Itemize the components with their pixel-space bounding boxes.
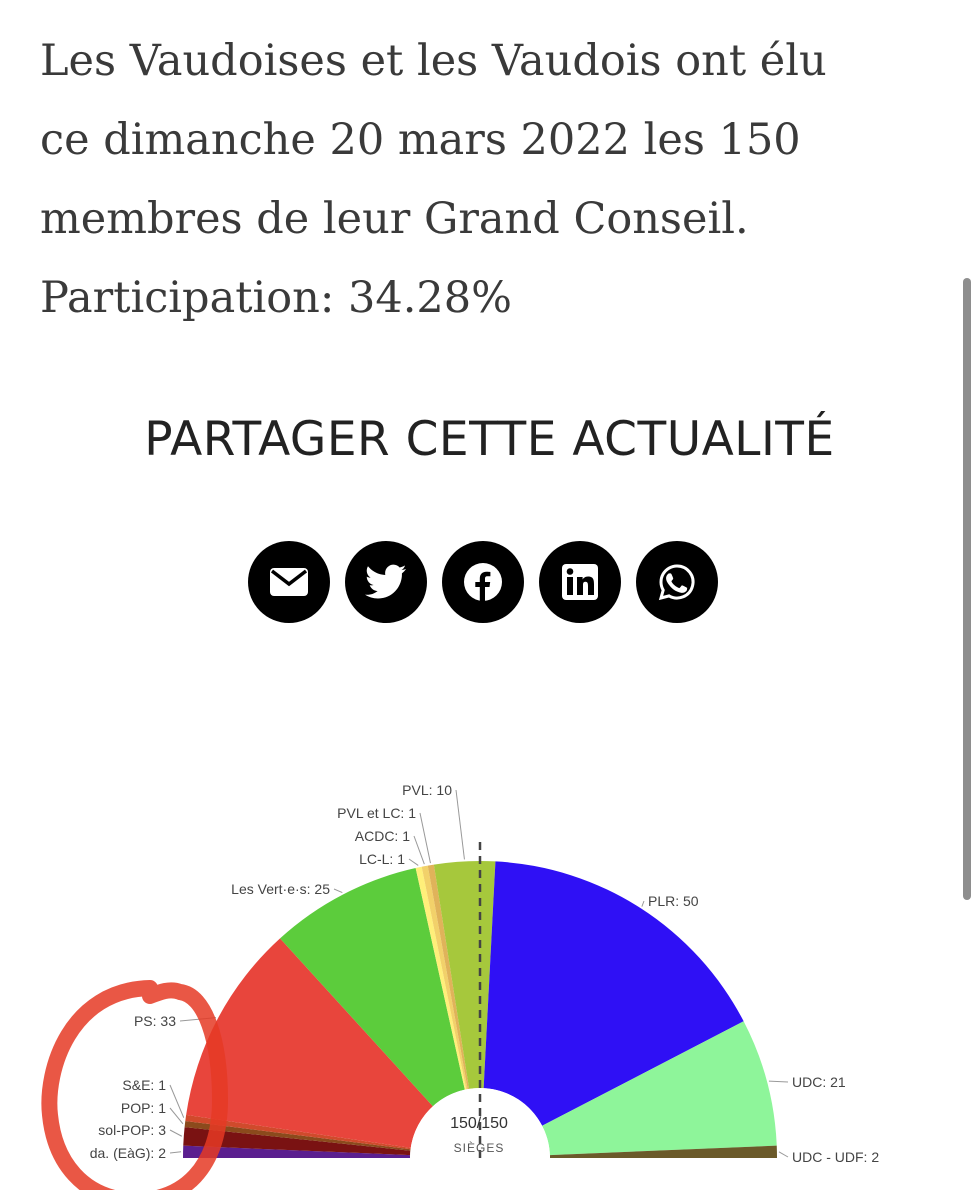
- chart-wedges: [183, 861, 778, 1158]
- party-label: UDC: 21: [792, 1074, 846, 1090]
- label-leader-line: [413, 835, 425, 865]
- wedge-ens-gauche-et-pda-e-g-: [183, 1145, 411, 1158]
- party-label: PLR: 50: [648, 893, 699, 909]
- party-label: PVL et LC: 1: [337, 805, 416, 821]
- share-linkedin-button[interactable]: [539, 541, 621, 623]
- label-leader-line: [778, 1151, 789, 1158]
- wedge-pop: [184, 1121, 411, 1151]
- label-leader-line: [419, 812, 431, 864]
- label-leader-line: [169, 1084, 185, 1118]
- center-label: SIÈGES: [454, 1140, 505, 1155]
- chart-labels: da. (EàG): 2 sol-POP: 3 POP: 1 S&E: 1 PS: 33…: [90, 782, 880, 1165]
- wedge-ps: [186, 938, 433, 1148]
- label-leader-line: [408, 858, 419, 866]
- share-whatsapp-button[interactable]: [636, 541, 718, 623]
- label-leader-line: [169, 1151, 182, 1154]
- intro-line: ce dimanche 20 mars 2022 les 150: [40, 115, 801, 165]
- center-value: 150/150: [450, 1115, 508, 1132]
- party-label: PVL: 10: [402, 782, 452, 798]
- party-label: ACDC: 1: [355, 828, 410, 844]
- page-scrollbar[interactable]: [963, 278, 971, 900]
- whatsapp-icon: [658, 564, 695, 601]
- label-leader-line: [333, 888, 343, 894]
- parliament-chart: da. (EàG): 2 sol-POP: 3 POP: 1 S&E: 1 PS: 33…: [41, 782, 880, 1190]
- wedge-udc-udf: [549, 1145, 778, 1158]
- wedge-pvl-et-lc: [427, 864, 470, 1090]
- party-label: sol-POP: 3: [98, 1122, 166, 1138]
- share-twitter-button[interactable]: [345, 541, 427, 623]
- facebook-icon: [464, 563, 502, 601]
- wedge-plr: [483, 861, 744, 1126]
- wedge-udc: [542, 1021, 777, 1156]
- article-intro: Les Vaudoises et les Vaudois ont élu ce …: [40, 22, 940, 338]
- intro-line-participation: Participation: 34.28%: [40, 273, 512, 323]
- twitter-icon: [365, 564, 407, 599]
- party-label: POP: 1: [121, 1100, 166, 1116]
- label-leader-line: [768, 1080, 789, 1083]
- wedge-lc-l: [415, 866, 467, 1090]
- party-label: Les Vert·e·s: 25: [231, 881, 330, 897]
- share-facebook-button[interactable]: [442, 541, 524, 623]
- party-label: UDC - UDF: 2: [792, 1149, 879, 1165]
- intro-line: Les Vaudoises et les Vaudois ont élu: [40, 36, 827, 86]
- label-leader-line: [169, 1107, 184, 1125]
- label-leader-line: [169, 1129, 183, 1137]
- wedge-s-e: [185, 1114, 411, 1150]
- intro-line: membres de leur Grand Conseil.: [40, 194, 749, 244]
- wedge-sol-pop: [183, 1127, 411, 1156]
- wedge-acdc: [421, 865, 468, 1090]
- wedge-les-vert-e-s: [280, 868, 465, 1107]
- label-leader-line: [641, 900, 645, 907]
- party-label: LC-L: 1: [359, 851, 405, 867]
- share-title: PARTAGER CETTE ACTUALITÉ: [144, 412, 835, 467]
- share-email-button[interactable]: [248, 541, 330, 623]
- share-buttons: [248, 541, 718, 623]
- highlight-circle-annotation: [41, 980, 229, 1190]
- email-icon: [270, 568, 308, 596]
- party-label: PS: 33: [134, 1013, 176, 1029]
- party-label: S&E: 1: [122, 1077, 166, 1093]
- party-label: da. (EàG): 2: [90, 1145, 166, 1161]
- linkedin-icon: [562, 564, 598, 600]
- label-leader-line: [455, 789, 465, 860]
